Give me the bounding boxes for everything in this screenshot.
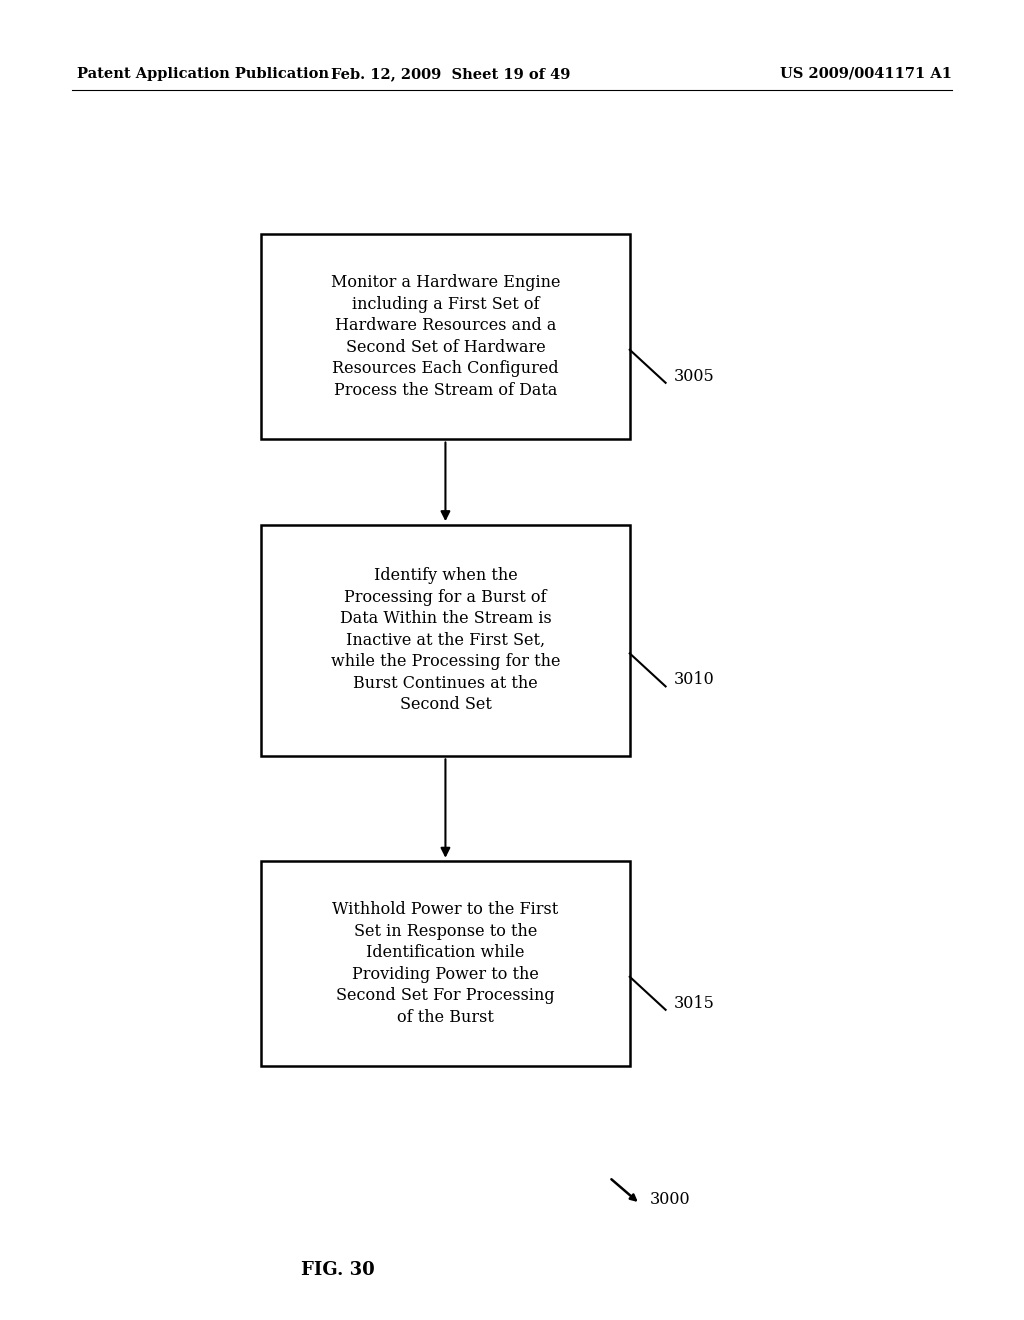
Bar bbox=[261, 861, 630, 1067]
Text: Withhold Power to the First
Set in Response to the
Identification while
Providin: Withhold Power to the First Set in Respo… bbox=[333, 902, 558, 1026]
Text: 3000: 3000 bbox=[650, 1192, 691, 1208]
Text: US 2009/0041171 A1: US 2009/0041171 A1 bbox=[780, 67, 952, 81]
Text: 3005: 3005 bbox=[674, 368, 715, 384]
Text: 3015: 3015 bbox=[674, 995, 715, 1011]
Bar bbox=[261, 235, 630, 438]
Text: Patent Application Publication: Patent Application Publication bbox=[77, 67, 329, 81]
Text: Identify when the
Processing for a Burst of
Data Within the Stream is
Inactive a: Identify when the Processing for a Burst… bbox=[331, 568, 560, 713]
Text: FIG. 30: FIG. 30 bbox=[301, 1261, 375, 1279]
Text: Feb. 12, 2009  Sheet 19 of 49: Feb. 12, 2009 Sheet 19 of 49 bbox=[331, 67, 570, 81]
Text: 3010: 3010 bbox=[674, 672, 715, 688]
Bar bbox=[261, 525, 630, 755]
Text: Monitor a Hardware Engine
including a First Set of
Hardware Resources and a
Seco: Monitor a Hardware Engine including a Fi… bbox=[331, 275, 560, 399]
